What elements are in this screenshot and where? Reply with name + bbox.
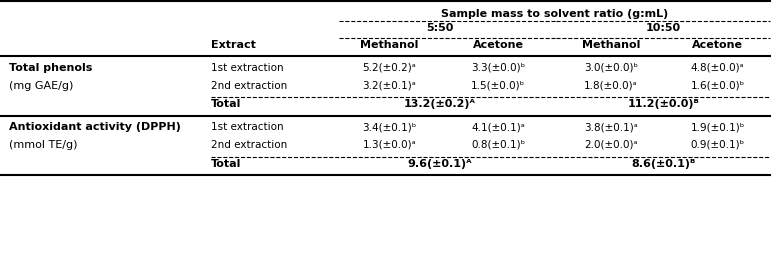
Text: 3.8(±0.1)ᵃ: 3.8(±0.1)ᵃ bbox=[583, 122, 637, 132]
Text: 3.2(±0.1)ᵃ: 3.2(±0.1)ᵃ bbox=[363, 80, 416, 91]
Text: 10:50: 10:50 bbox=[646, 23, 681, 33]
Text: 1.3(±0.0)ᵃ: 1.3(±0.0)ᵃ bbox=[363, 140, 416, 150]
Text: 1st extraction: 1st extraction bbox=[211, 122, 284, 132]
Text: 1.9(±0.1)ᵇ: 1.9(±0.1)ᵇ bbox=[690, 122, 745, 132]
Text: 5:50: 5:50 bbox=[426, 23, 453, 33]
Text: 2nd extraction: 2nd extraction bbox=[211, 80, 287, 91]
Text: 3.3(±0.0)ᵇ: 3.3(±0.0)ᵇ bbox=[471, 63, 525, 73]
Text: 0.9(±0.1)ᵇ: 0.9(±0.1)ᵇ bbox=[690, 140, 745, 150]
Text: 8.6(±0.1)ᴮ: 8.6(±0.1)ᴮ bbox=[631, 159, 695, 169]
Text: 9.6(±0.1)ᴬ: 9.6(±0.1)ᴬ bbox=[407, 159, 472, 169]
Text: 1.8(±0.0)ᵃ: 1.8(±0.0)ᵃ bbox=[584, 80, 637, 91]
Text: Sample mass to solvent ratio (g:mL): Sample mass to solvent ratio (g:mL) bbox=[441, 9, 668, 19]
Text: 5.2(±0.2)ᵃ: 5.2(±0.2)ᵃ bbox=[363, 63, 416, 73]
Text: Extract: Extract bbox=[211, 40, 256, 50]
Text: 4.1(±0.1)ᵃ: 4.1(±0.1)ᵃ bbox=[471, 122, 525, 132]
Text: 11.2(±0.0)ᴮ: 11.2(±0.0)ᴮ bbox=[627, 99, 699, 109]
Text: (mg GAE/g): (mg GAE/g) bbox=[9, 80, 73, 91]
Text: 1.6(±0.0)ᵇ: 1.6(±0.0)ᵇ bbox=[690, 80, 745, 91]
Text: Acetone: Acetone bbox=[473, 40, 523, 50]
Text: Total: Total bbox=[211, 159, 241, 169]
Text: 4.8(±0.0)ᵃ: 4.8(±0.0)ᵃ bbox=[691, 63, 744, 73]
Text: 1.5(±0.0)ᵇ: 1.5(±0.0)ᵇ bbox=[471, 80, 525, 91]
Text: Antioxidant activity (DPPH): Antioxidant activity (DPPH) bbox=[9, 122, 181, 132]
Text: 0.8(±0.1)ᵇ: 0.8(±0.1)ᵇ bbox=[471, 140, 525, 150]
Text: (mmol TE/g): (mmol TE/g) bbox=[9, 140, 78, 150]
Text: 13.2(±0.2)ᴬ: 13.2(±0.2)ᴬ bbox=[404, 99, 476, 109]
Text: 3.4(±0.1)ᵇ: 3.4(±0.1)ᵇ bbox=[362, 122, 417, 132]
Text: 2nd extraction: 2nd extraction bbox=[211, 140, 287, 150]
Text: Total phenols: Total phenols bbox=[9, 63, 93, 73]
Text: 1st extraction: 1st extraction bbox=[211, 63, 284, 73]
Text: Methanol: Methanol bbox=[582, 40, 640, 50]
Text: 3.0(±0.0)ᵇ: 3.0(±0.0)ᵇ bbox=[583, 63, 638, 73]
Text: Methanol: Methanol bbox=[361, 40, 418, 50]
Text: Total: Total bbox=[211, 99, 241, 109]
Text: 2.0(±0.0)ᵃ: 2.0(±0.0)ᵃ bbox=[584, 140, 637, 150]
Text: Acetone: Acetone bbox=[692, 40, 743, 50]
